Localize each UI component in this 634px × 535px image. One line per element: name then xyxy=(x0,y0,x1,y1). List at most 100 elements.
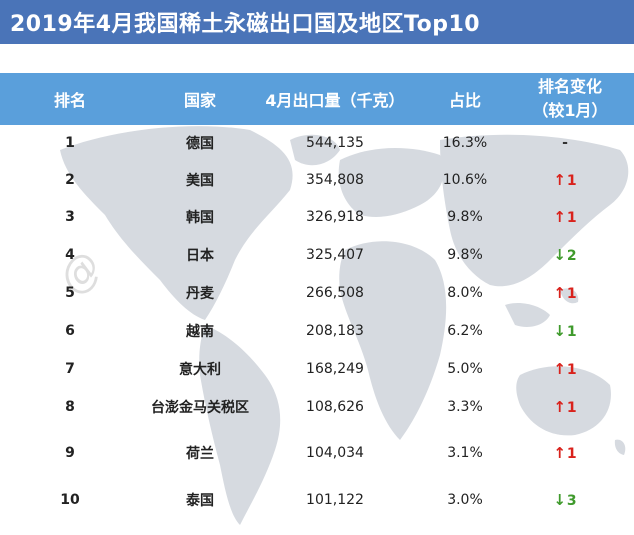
country-cell: 泰国 xyxy=(186,493,214,509)
share-cell: 3.1% xyxy=(447,445,483,461)
rank-change-value: 1 xyxy=(566,400,577,416)
volume-cell: 108,626 xyxy=(306,399,364,415)
rank-change-value: 3 xyxy=(566,493,577,509)
rank-change: ↑1 xyxy=(553,444,576,462)
rank-change: ↑1 xyxy=(553,284,576,302)
share-cell: 16.3% xyxy=(442,135,488,151)
table-row: 8 台澎金马关税区 108,626 3.3% ↑1 xyxy=(0,389,634,425)
arrow-down-icon: ↓ xyxy=(553,322,566,340)
rank-change: - xyxy=(562,135,568,151)
country-cell: 日本 xyxy=(186,248,214,264)
table-row: 5 丹麦 266,508 8.0% ↑1 xyxy=(0,275,634,311)
rank-change-value: 1 xyxy=(566,446,577,462)
table-row: 7 意大利 168,249 5.0% ↑1 xyxy=(0,351,634,387)
change-cell: ↓3 xyxy=(515,482,615,518)
arrow-up-icon: ↑ xyxy=(553,208,566,226)
arrow-up-icon: ↑ xyxy=(553,284,566,302)
change-cell: ↑1 xyxy=(515,162,615,198)
table-row: 3 韩国 326,918 9.8% ↑1 xyxy=(0,199,634,235)
table-header: 排名 国家 4月出口量（千克） 占比 排名变化 （较1月） xyxy=(0,73,634,125)
volume-cell: 325,407 xyxy=(306,247,364,263)
change-cell: ↑1 xyxy=(515,351,615,387)
rank-change: ↑1 xyxy=(553,398,576,416)
arrow-up-icon: ↑ xyxy=(553,171,566,189)
rank-change-value: 1 xyxy=(566,210,577,226)
header-volume: 4月出口量（千克） xyxy=(265,91,405,110)
header-rank: 排名 xyxy=(53,91,86,110)
header-change-line1: 排名变化 xyxy=(537,77,602,96)
header-change: 排名变化 （较1月） xyxy=(515,73,625,125)
volume-cell: 168,249 xyxy=(306,361,364,377)
change-cell: ↓1 xyxy=(515,313,615,349)
share-cell: 3.0% xyxy=(447,492,483,508)
rank-cell: 8 xyxy=(65,399,75,415)
arrow-up-icon: ↑ xyxy=(553,360,566,378)
table-row: 6 越南 208,183 6.2% ↓1 xyxy=(0,313,634,349)
rank-change-value: 1 xyxy=(566,362,577,378)
change-cell: - xyxy=(515,125,615,161)
rank-change-value: - xyxy=(562,135,568,151)
table-row: 2 美国 354,808 10.6% ↑1 xyxy=(0,162,634,198)
rank-cell: 4 xyxy=(65,247,75,263)
volume-cell: 208,183 xyxy=(306,323,364,339)
country-cell: 韩国 xyxy=(186,210,214,226)
page-title: 2019年4月我国稀土永磁出口国及地区Top10 xyxy=(10,12,481,37)
rank-change-value: 1 xyxy=(566,324,577,340)
country-cell: 越南 xyxy=(186,324,214,340)
table-row: 4 日本 325,407 9.8% ↓2 xyxy=(0,237,634,273)
country-cell: 荷兰 xyxy=(186,446,214,462)
header-country: 国家 xyxy=(183,91,216,110)
rank-change: ↓3 xyxy=(553,491,576,509)
volume-cell: 326,918 xyxy=(306,209,364,225)
rank-change: ↓1 xyxy=(553,322,576,340)
rank-change-value: 1 xyxy=(566,286,577,302)
rank-change-value: 2 xyxy=(566,248,577,264)
share-cell: 3.3% xyxy=(447,399,483,415)
change-cell: ↑1 xyxy=(515,275,615,311)
title-bar: 2019年4月我国稀土永磁出口国及地区Top10 xyxy=(0,0,634,44)
table-row: 1 德国 544,135 16.3% - xyxy=(0,125,634,161)
rank-change: ↑1 xyxy=(553,171,576,189)
header-share: 占比 xyxy=(448,91,481,110)
share-cell: 9.8% xyxy=(447,247,483,263)
arrow-up-icon: ↑ xyxy=(553,444,566,462)
share-cell: 5.0% xyxy=(447,361,483,377)
rank-change: ↑1 xyxy=(553,208,576,226)
rank-cell: 5 xyxy=(65,285,75,301)
country-cell: 美国 xyxy=(186,173,214,189)
table-row: 10 泰国 101,122 3.0% ↓3 xyxy=(0,482,634,518)
volume-cell: 104,034 xyxy=(306,445,364,461)
arrow-up-icon: ↑ xyxy=(553,398,566,416)
share-cell: 6.2% xyxy=(447,323,483,339)
rank-cell: 2 xyxy=(65,172,75,188)
rank-change-value: 1 xyxy=(566,173,577,189)
volume-cell: 354,808 xyxy=(306,172,364,188)
change-cell: ↑1 xyxy=(515,435,615,471)
country-cell: 丹麦 xyxy=(186,286,214,302)
rank-cell: 7 xyxy=(65,361,75,377)
table-row: 9 荷兰 104,034 3.1% ↑1 xyxy=(0,435,634,471)
arrow-down-icon: ↓ xyxy=(553,246,566,264)
country-cell: 意大利 xyxy=(179,362,221,378)
rank-change: ↑1 xyxy=(553,360,576,378)
world-map-background xyxy=(60,126,629,525)
volume-cell: 544,135 xyxy=(306,135,364,151)
volume-cell: 101,122 xyxy=(306,492,364,508)
rank-change: ↓2 xyxy=(553,246,576,264)
header-change-line2: （较1月） xyxy=(532,101,608,120)
country-cell: 德国 xyxy=(186,136,214,152)
country-cell: 台澎金马关税区 xyxy=(151,400,249,416)
share-cell: 9.8% xyxy=(447,209,483,225)
rank-cell: 10 xyxy=(60,492,80,508)
rank-cell: 9 xyxy=(65,445,75,461)
share-cell: 8.0% xyxy=(447,285,483,301)
share-cell: 10.6% xyxy=(442,172,488,188)
rank-cell: 6 xyxy=(65,323,75,339)
rank-cell: 3 xyxy=(65,209,75,225)
change-cell: ↑1 xyxy=(515,389,615,425)
change-cell: ↑1 xyxy=(515,199,615,235)
volume-cell: 266,508 xyxy=(306,285,364,301)
rank-cell: 1 xyxy=(65,135,75,151)
change-cell: ↓2 xyxy=(515,237,615,273)
arrow-down-icon: ↓ xyxy=(553,491,566,509)
